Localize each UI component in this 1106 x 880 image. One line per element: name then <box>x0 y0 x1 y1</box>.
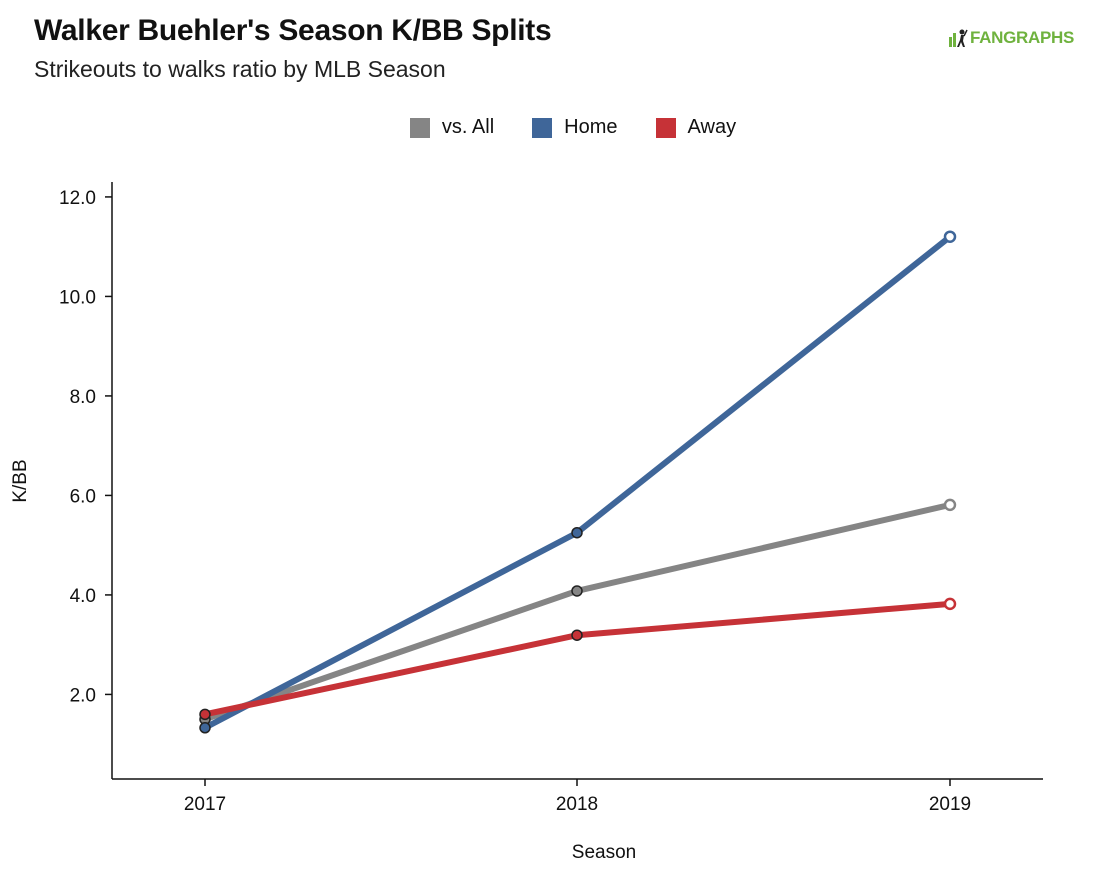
series-line-away <box>202 600 953 718</box>
data-point-away[interactable] <box>571 629 583 641</box>
data-point-away[interactable] <box>199 708 211 721</box>
y-tick-label: 2.0 <box>70 685 96 706</box>
data-point-vs-all[interactable] <box>943 498 957 512</box>
legend-item-home[interactable]: Home <box>532 116 618 139</box>
data-point-home[interactable] <box>571 526 583 539</box>
y-tick-label: 4.0 <box>70 586 96 607</box>
legend-label-away: Away <box>687 116 737 138</box>
y-axis-title: K/BB <box>10 459 31 502</box>
legend-item-away[interactable]: Away <box>655 116 737 139</box>
y-ticks: 2.0 4.0 6.0 8.0 10.0 12.0 <box>59 188 112 706</box>
chart-subtitle: Strikeouts to walks ratio by MLB Season <box>34 56 446 82</box>
x-axis-title: Season <box>572 842 636 863</box>
x-tick-label: 2018 <box>556 794 598 815</box>
data-point-away[interactable] <box>943 597 957 611</box>
logo-text: FANGRAPHS <box>970 28 1075 47</box>
legend-item-vs-all[interactable]: vs. All <box>409 116 495 139</box>
legend-label-vs-all: vs. All <box>441 116 495 138</box>
x-tick-label: 2019 <box>929 794 971 815</box>
y-tick-label: 6.0 <box>70 486 96 507</box>
x-tick-label: 2017 <box>184 794 226 815</box>
y-tick-label: 10.0 <box>59 287 96 308</box>
x-ticks: 2017 2018 2019 <box>184 779 971 815</box>
chart-title: Walker Buehler's Season K/BB Splits <box>34 14 552 47</box>
batter-icon <box>949 29 968 47</box>
series-points <box>199 230 957 734</box>
series-line-home <box>202 233 953 731</box>
legend-swatch-home <box>532 117 553 138</box>
legend: vs. All Home Away <box>0 116 1106 139</box>
y-tick-label: 8.0 <box>70 387 96 408</box>
fangraphs-logo: FANGRAPHS <box>948 28 1074 48</box>
legend-swatch-away <box>655 117 676 138</box>
data-point-home[interactable] <box>199 722 211 734</box>
y-tick-label: 12.0 <box>59 188 96 209</box>
data-point-home[interactable] <box>943 230 957 243</box>
data-point-vs-all[interactable] <box>571 585 583 597</box>
legend-label-home: Home <box>564 116 618 138</box>
series-lines <box>202 233 953 731</box>
legend-swatch-vs-all <box>409 117 430 138</box>
